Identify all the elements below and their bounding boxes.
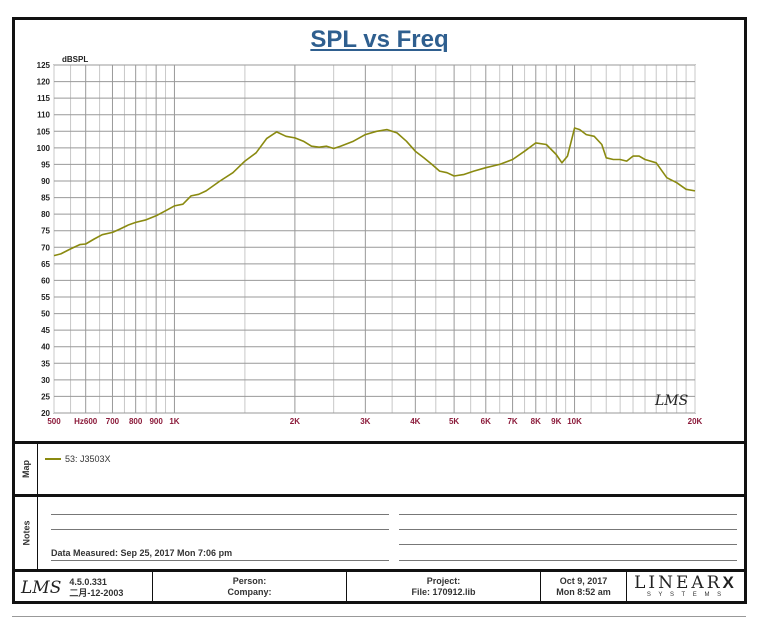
- plot-area: [53, 64, 696, 414]
- chart-title: SPL vs Freq: [310, 26, 449, 53]
- y-tick-label: 35: [41, 359, 50, 368]
- report-frame: SPL vs Freq 125 120 115 110 105 100 95 90 85 80 75…: [12, 17, 747, 604]
- map-section: Map 53: J3503X: [15, 441, 744, 494]
- note-line: [399, 529, 737, 530]
- notes-section: Notes Data Measured: Sep 25, 2017 Mon 7:…: [15, 494, 744, 569]
- company-label: Company:: [227, 587, 272, 597]
- legend-line-swatch: [45, 458, 61, 460]
- file-label: File: 170912.lib: [411, 587, 476, 597]
- x-tick-label: 20K: [688, 417, 703, 426]
- lms-watermark: LMS: [654, 393, 688, 409]
- note-line: [51, 529, 389, 530]
- lms-logo: LMS: [21, 578, 62, 598]
- y-tick-label: 85: [41, 194, 50, 203]
- report-date: Oct 9, 2017: [559, 576, 608, 586]
- x-tick-label: 6K: [481, 417, 491, 426]
- x-tick-label: 5K: [449, 417, 459, 426]
- version-date: 二月-12-2003: [69, 588, 124, 598]
- notes-label: Notes: [15, 497, 38, 569]
- x-tick-label: 9K: [551, 417, 561, 426]
- footer-version-cell: LMS 4.5.0.331 二月-12-2003: [15, 572, 153, 604]
- y-tick-label: 125: [37, 61, 51, 70]
- y-tick-label: 100: [37, 144, 51, 153]
- map-legend-item: 53: J3503X: [45, 454, 111, 464]
- x-tick-label: 3K: [360, 417, 370, 426]
- linearx-subtitle: S Y S T E M S: [646, 592, 725, 598]
- y-tick-label: 75: [41, 227, 50, 236]
- y-tick-label: 105: [37, 127, 51, 136]
- x-tick-label: 700: [106, 417, 120, 426]
- x-tick-label: 800: [129, 417, 143, 426]
- footer-bar: LMS 4.5.0.331 二月-12-2003 Person: Company…: [15, 569, 744, 604]
- note-line: [399, 544, 737, 545]
- x-tick-label: 500: [47, 417, 61, 426]
- note-line: [399, 514, 737, 515]
- y-tick-label: 25: [41, 392, 50, 401]
- person-label: Person:: [232, 576, 267, 586]
- y-tick-label: 45: [41, 326, 50, 335]
- footer-date-cell: Oct 9, 2017 Mon 8:52 am: [541, 572, 627, 604]
- x-tick-label: 900: [149, 417, 163, 426]
- y-tick-label: 120: [37, 78, 51, 87]
- project-label: Project:: [426, 576, 461, 586]
- x-tick-label: 4K: [410, 417, 420, 426]
- linearx-logo: LINEARX: [634, 573, 737, 593]
- legend-entry-label: 53: J3503X: [65, 454, 111, 464]
- x-tick-label: 2K: [290, 417, 300, 426]
- note-line: [399, 560, 737, 561]
- x-tick-label: 8K: [531, 417, 541, 426]
- y-tick-label: 90: [41, 177, 50, 186]
- map-label: Map: [15, 444, 38, 494]
- page-rule: [12, 616, 746, 617]
- x-tick-label: 7K: [507, 417, 517, 426]
- y-tick-label: 115: [37, 94, 50, 103]
- y-tick-label: 65: [41, 260, 50, 269]
- note-line: [51, 560, 389, 561]
- y-tick-label: 50: [41, 310, 50, 319]
- y-tick-label: 55: [41, 293, 50, 302]
- y-tick-label: 20: [41, 409, 50, 418]
- note-line: [51, 514, 389, 515]
- y-tick-label: 80: [41, 210, 50, 219]
- x-tick-label: Hz600: [74, 417, 98, 426]
- y-tick-label: 40: [41, 343, 50, 352]
- spl-chart: 125 120 115 110 105 100 95 90 85 80 75 70 65 60 55 50 45…: [37, 55, 703, 426]
- y-tick-label: 110: [37, 111, 50, 120]
- footer-project-cell: Project: File: 170912.lib: [347, 572, 541, 604]
- x-tick-label: 10K: [567, 417, 582, 426]
- y-axis-label: dBSPL: [62, 55, 88, 64]
- y-tick-label: 70: [41, 243, 50, 252]
- data-measured-text: Data Measured: Sep 25, 2017 Mon 7:06 pm: [51, 548, 233, 558]
- footer-brand-cell: LINEARX S Y S T E M S: [627, 572, 744, 604]
- y-tick-label: 30: [41, 376, 50, 385]
- version-text: 4.5.0.331: [69, 577, 107, 587]
- y-tick-label: 60: [41, 276, 50, 285]
- footer-person-cell: Person: Company:: [153, 572, 347, 604]
- report-time: Mon 8:52 am: [556, 587, 611, 597]
- x-tick-label: 1K: [169, 417, 179, 426]
- series-line: [53, 127, 696, 257]
- y-tick-label: 95: [41, 160, 50, 169]
